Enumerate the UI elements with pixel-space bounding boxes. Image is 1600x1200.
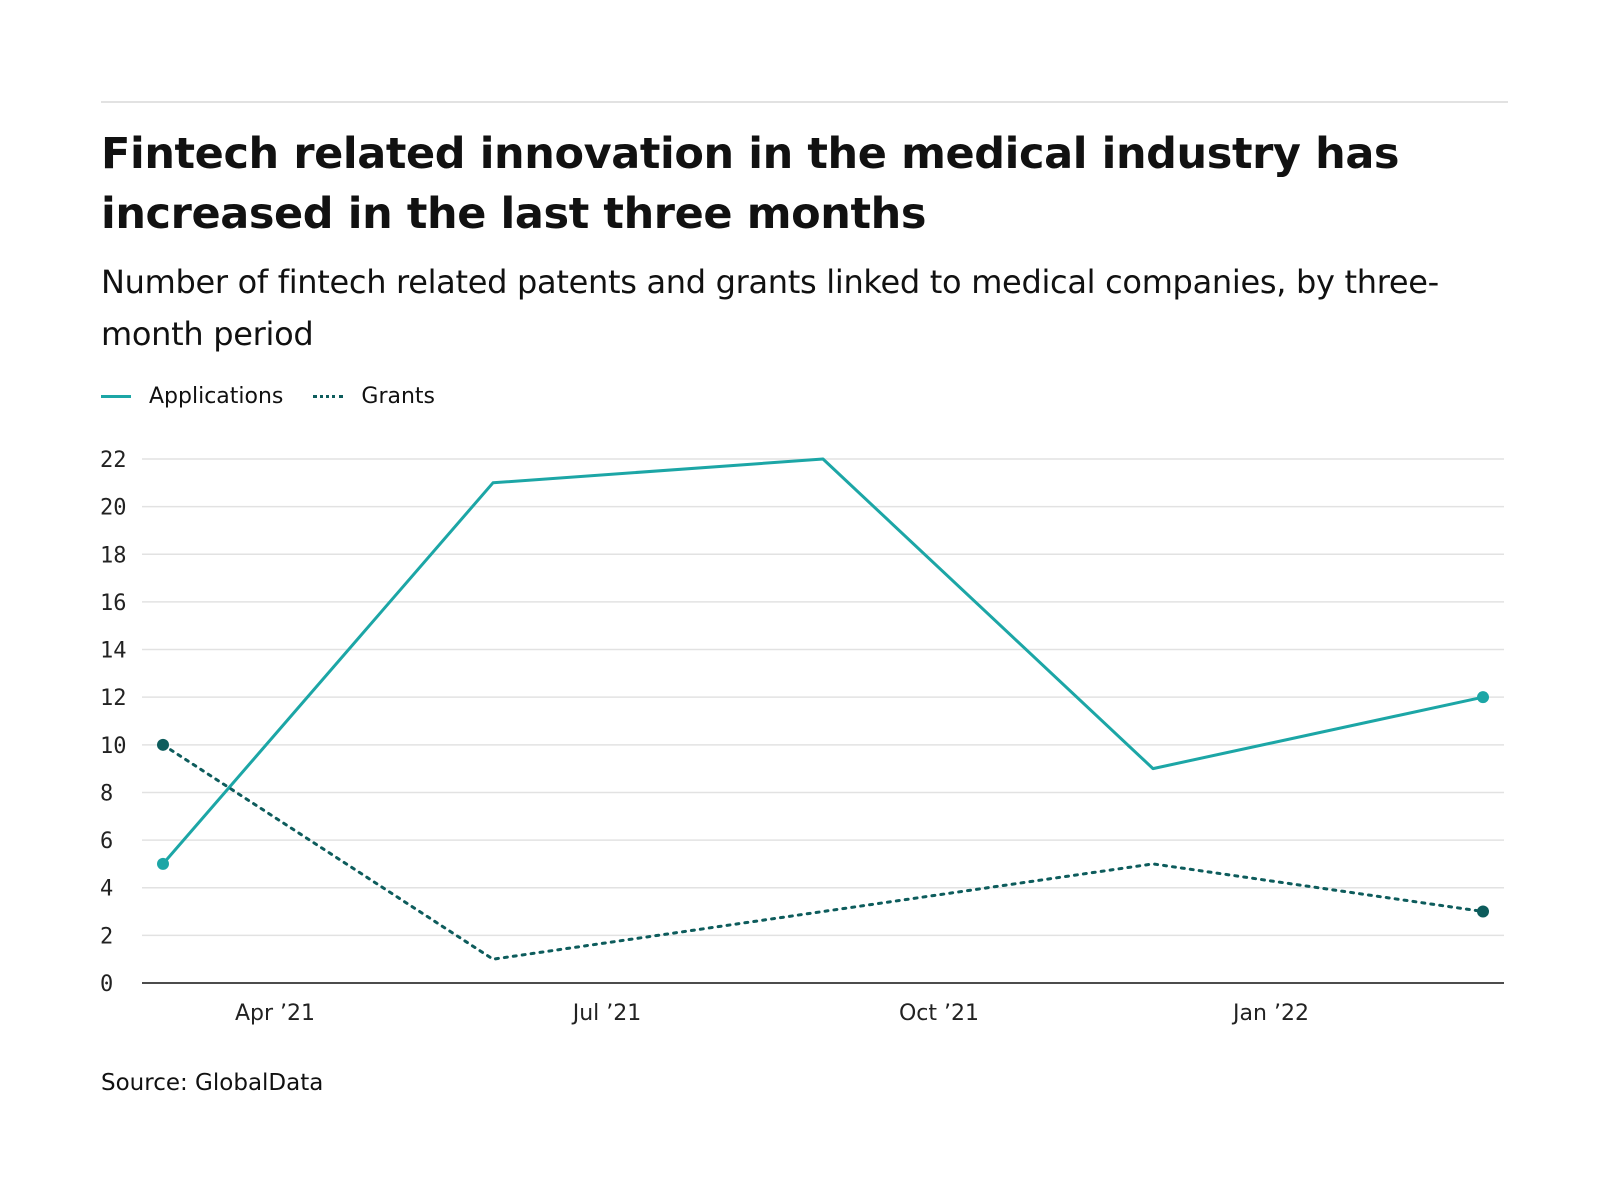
series-markers <box>157 691 1489 918</box>
gridlines <box>142 458 1504 984</box>
x-tick-label: Jul ’21 <box>571 1001 642 1026</box>
y-tick-label: 6 <box>100 829 113 854</box>
data-point-grants <box>1477 905 1489 918</box>
series-line-applications <box>161 457 1484 865</box>
x-tick-label: Oct ’21 <box>899 1001 979 1026</box>
x-tick-label: Jan ’22 <box>1231 1001 1309 1026</box>
chart-legend: Applications Grants <box>101 380 465 412</box>
legend-swatch-applications <box>101 394 131 398</box>
y-tick-label: 14 <box>100 639 127 664</box>
y-tick-label: 22 <box>100 448 127 473</box>
y-axis-ticks: 0 2 4 6 8 10 12 14 16 18 20 22 <box>100 448 127 997</box>
y-tick-label: 0 <box>100 972 113 997</box>
series-line-grants <box>161 743 1485 961</box>
y-tick-label: 20 <box>100 496 127 521</box>
legend-swatch-grants <box>313 394 344 398</box>
y-tick-label: 18 <box>100 543 127 568</box>
legend-item-applications: Applications <box>101 384 283 409</box>
series-lines <box>161 457 1485 961</box>
x-tick-label: Apr ’21 <box>235 1001 315 1026</box>
y-tick-label: 8 <box>100 781 113 806</box>
data-point-applications <box>157 857 169 870</box>
y-tick-label: 10 <box>100 734 127 759</box>
y-tick-label: 4 <box>100 877 113 902</box>
legend-label-applications: Applications <box>149 383 284 409</box>
x-axis-ticks: Apr ’21 Jul ’21 Oct ’21 Jan ’22 <box>235 1001 1309 1026</box>
chart-title: Fintech related innovation in the medica… <box>101 129 1400 239</box>
top-divider <box>101 101 1508 103</box>
y-tick-label: 16 <box>100 591 127 616</box>
data-point-grants <box>157 738 169 751</box>
y-tick-label: 2 <box>100 924 113 949</box>
data-point-applications <box>1477 691 1489 704</box>
source-note: Source: GlobalData <box>101 1070 324 1096</box>
chart-subtitle: Number of fintech related patents and gr… <box>101 263 1439 353</box>
legend-item-grants: Grants <box>313 384 435 409</box>
legend-label-grants: Grants <box>361 383 435 409</box>
y-tick-label: 12 <box>100 686 127 711</box>
